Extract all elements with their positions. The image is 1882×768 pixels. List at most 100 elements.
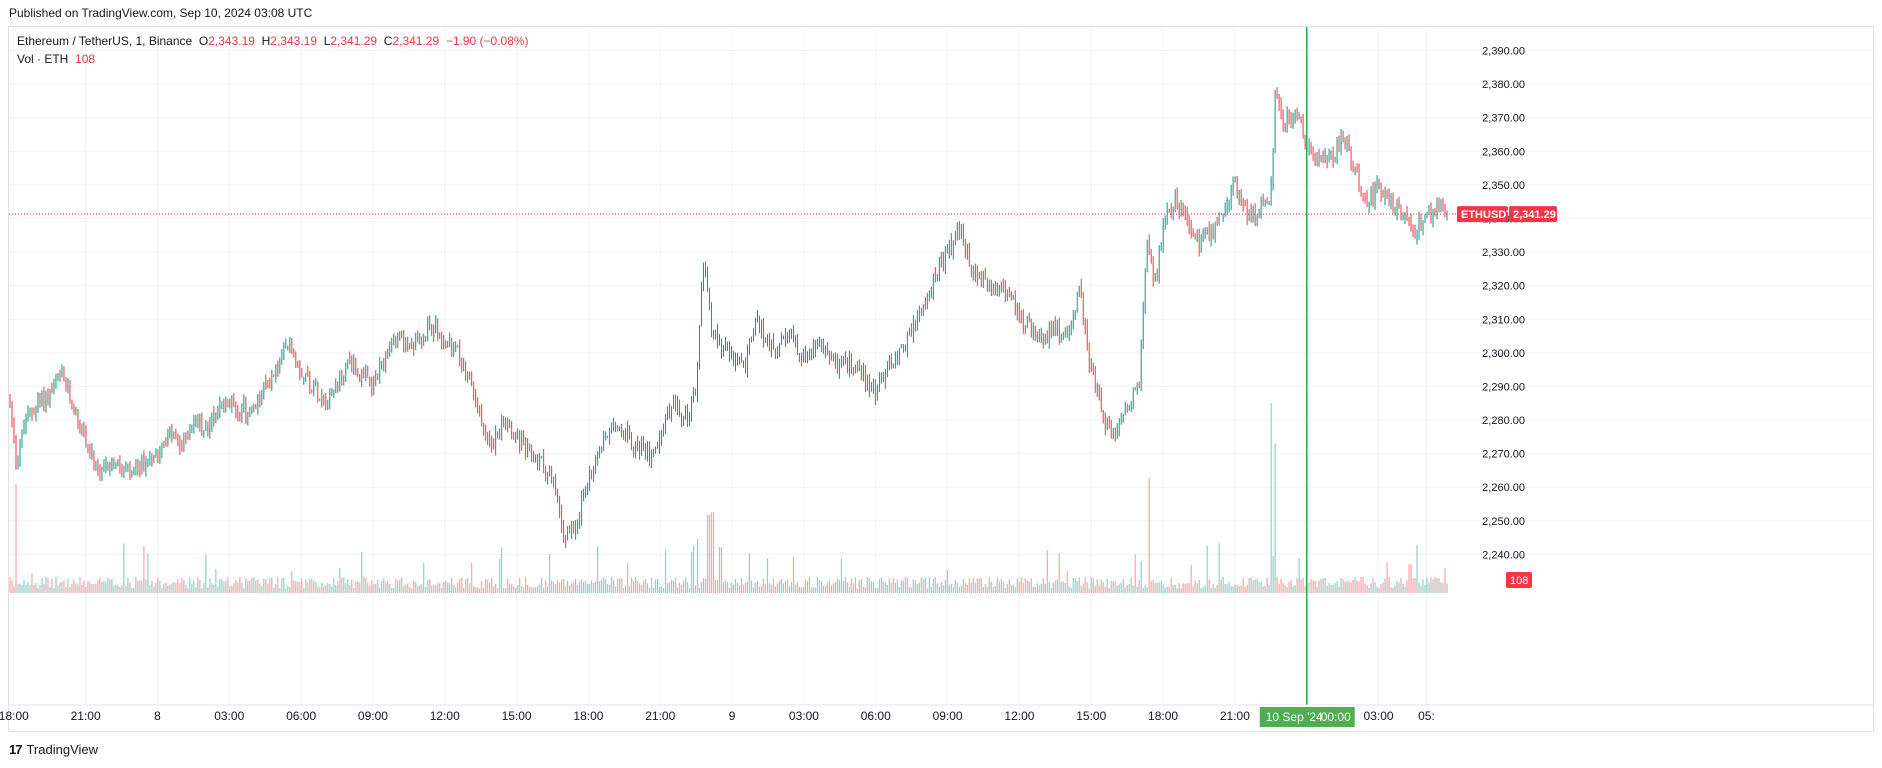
volume-bar [433, 585, 435, 593]
volume-bar [247, 581, 249, 593]
volume-bar [349, 584, 351, 593]
volume-bar [820, 581, 823, 593]
volume-bar [473, 586, 475, 593]
volume-bar [1304, 586, 1306, 593]
volume-bar [734, 578, 737, 593]
volume-bar [1422, 578, 1424, 593]
volume-bar [1334, 582, 1336, 593]
volume-bar [429, 579, 431, 593]
volume-bar [836, 578, 839, 593]
volume-bar [383, 578, 385, 593]
volume-bar [353, 588, 355, 593]
volume-bar [1204, 585, 1206, 593]
volume-bar [720, 546, 723, 593]
volume-bar [289, 587, 291, 593]
volume-bar [325, 585, 327, 593]
volume-bar [924, 577, 926, 593]
volume-bar [1190, 564, 1192, 593]
volume-bar [339, 567, 341, 593]
volume-bar [293, 580, 295, 593]
volume-bar [583, 581, 585, 593]
volume-bar [1022, 582, 1024, 593]
volume-bar [359, 582, 361, 593]
volume-bar [259, 583, 261, 593]
volume-bar [347, 579, 349, 593]
volume-bar [946, 569, 948, 593]
volume-bar [559, 582, 561, 593]
volume-bar [521, 586, 523, 593]
volume-bar [634, 577, 637, 593]
volume-bar [87, 581, 89, 593]
volume-bar [1368, 588, 1370, 593]
volume-bar [1130, 577, 1132, 593]
volume-bar [1156, 582, 1158, 593]
volume-bar [1170, 577, 1172, 593]
volume-bar [391, 587, 393, 593]
volume-bar [730, 582, 733, 593]
volume-bar [281, 577, 283, 593]
volume-bar [1236, 584, 1238, 593]
volume-bar [81, 585, 83, 593]
volume-bar [1040, 583, 1042, 593]
volume-bar [1446, 583, 1448, 593]
volume-bar [317, 585, 319, 593]
volume-bar [337, 580, 339, 593]
volume-bar [952, 587, 954, 593]
volume-bar [183, 580, 185, 593]
volume-bar [1178, 582, 1180, 593]
volume-bar [792, 556, 795, 593]
volume-label[interactable]: Vol · ETH [17, 52, 69, 66]
volume-bar [1432, 579, 1434, 593]
volume-bar [1292, 586, 1294, 593]
x-tick-label: 12:00 [430, 709, 460, 723]
volume-bar [1444, 568, 1446, 593]
volume-bar [13, 586, 15, 593]
volume-bar [898, 587, 900, 593]
volume-bar [710, 512, 713, 593]
volume-bar [123, 543, 125, 593]
volume-bar [1012, 584, 1014, 593]
volume-bar [652, 587, 655, 593]
y-tick-label: 2,310.00 [1482, 314, 1525, 326]
volume-bar [121, 584, 123, 593]
volume-bar [59, 582, 61, 593]
volume-bar [177, 579, 179, 593]
volume-bar [1316, 586, 1318, 593]
volume-bar [834, 581, 837, 593]
volume-bar [622, 587, 625, 593]
volume-bar [1266, 577, 1268, 593]
volume-bar [936, 583, 938, 593]
chart-frame[interactable] [8, 26, 1874, 732]
volume-bar [267, 583, 269, 593]
volume-bar [818, 580, 821, 593]
volume-bar [650, 577, 653, 593]
volume-bar [1114, 581, 1116, 593]
volume-bar [277, 577, 279, 593]
volume-bar [716, 580, 719, 593]
volume-bar [954, 580, 956, 593]
volume-bar [840, 558, 843, 593]
time-axis: 18:00 21:00 8 03:00 06:00 09:00 12:00 15:00 18:0… [0, 704, 1873, 723]
volume-bar [437, 582, 439, 593]
symbol-label[interactable]: Ethereum / TetherUS, 1, Binance [17, 34, 193, 48]
volume-bar [1124, 587, 1126, 593]
volume-bar [441, 587, 443, 593]
volume-bar [523, 587, 525, 593]
volume-bar [537, 586, 539, 593]
volume-bar [810, 587, 813, 593]
footer-branding[interactable]: 17 TradingView [9, 742, 98, 757]
volume-bar [656, 578, 659, 593]
volume-bar [173, 581, 175, 593]
volume-bar [700, 582, 703, 593]
volume-bar [245, 578, 247, 593]
volume-bar [812, 587, 815, 593]
crosshair-label-date: 10 Sep '24 [1266, 710, 1323, 724]
volume-bar [21, 584, 23, 593]
volume-bar [1256, 578, 1258, 593]
volume-bar [365, 577, 367, 593]
volume-bar [1404, 586, 1406, 593]
volume-bar [610, 577, 613, 593]
volume-bar [806, 581, 809, 593]
volume-bar [295, 581, 297, 593]
